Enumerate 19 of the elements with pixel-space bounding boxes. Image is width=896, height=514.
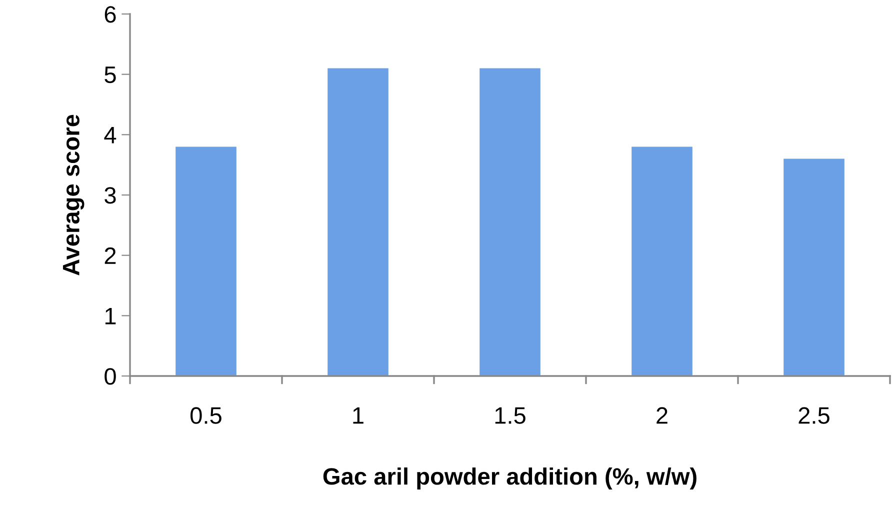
bar	[784, 158, 844, 376]
bar	[328, 68, 388, 376]
y-tick-label: 1	[105, 308, 116, 324]
y-tick-label: 0	[104, 368, 116, 385]
x-tick-label: 0.5	[190, 407, 222, 424]
x-tick-label: 2	[656, 407, 668, 424]
bar	[632, 146, 692, 376]
y-tick-label: 6	[104, 6, 116, 23]
y-tick-label: 2	[104, 247, 116, 264]
x-tick-label: 1	[353, 407, 364, 424]
x-axis-title: Gac aril powder addition (%, w/w)	[323, 467, 696, 490]
x-tick-label: 1.5	[495, 407, 526, 424]
bar	[176, 146, 236, 376]
y-tick-label: 5	[104, 66, 116, 84]
y-tick-label: 3	[104, 187, 116, 204]
x-tick-label: 2.5	[798, 407, 830, 424]
y-axis-title: Average score	[62, 114, 84, 276]
bar	[480, 68, 540, 376]
y-tick-label: 4	[104, 126, 116, 144]
